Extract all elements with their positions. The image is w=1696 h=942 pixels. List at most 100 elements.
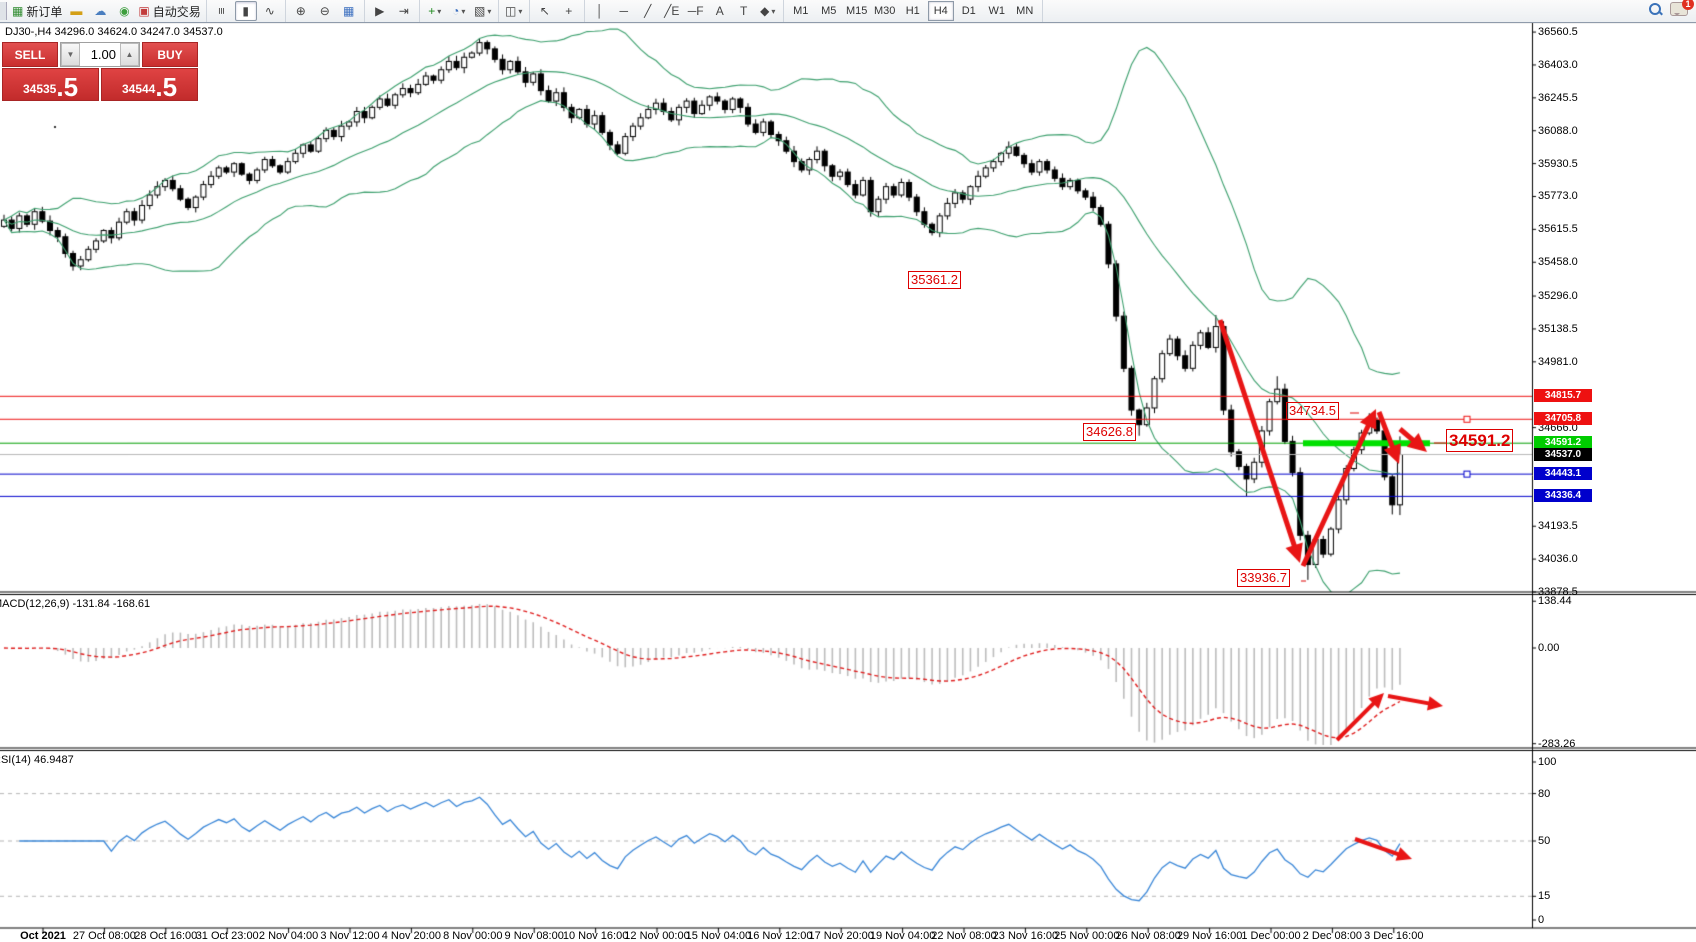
time-axis-label: 2 Nov 04:00 — [258, 930, 319, 942]
gold-icon: ▬ — [70, 4, 83, 18]
chevron-down-icon[interactable]: ▾ — [487, 6, 492, 16]
timeframe-m30[interactable]: M30 — [874, 5, 896, 17]
trendline-button[interactable]: ╱ — [637, 1, 659, 21]
toolbar-group-5: ◫ ▾ — [499, 0, 530, 22]
cursor-button[interactable]: ↖ — [534, 1, 556, 21]
timeframe-w1[interactable]: W1 — [988, 5, 1005, 17]
sell-button[interactable]: SELL — [2, 42, 58, 67]
volume-input[interactable]: 1.00 — [80, 43, 120, 66]
toolbar-group-0: ▦ 新订单 ▬ ☁ ◉ ▣ 自动交易 — [7, 0, 207, 22]
sell-price-box[interactable]: 34535 .5 — [2, 68, 99, 101]
horizontal-line-button[interactable]: ─ — [613, 1, 635, 21]
tile-windows-button[interactable]: ▦ — [338, 1, 360, 21]
arrows-button[interactable]: ◆ ▾ — [757, 1, 779, 21]
rsi-axis-tick: 100 — [1538, 756, 1557, 768]
toolbar-group-1: ≡ ▮ ∿ — [207, 0, 286, 22]
chart-annotation-34734-5[interactable]: 34734.5 — [1286, 402, 1339, 421]
zoom-out-button[interactable]: ⊖ — [314, 1, 336, 21]
timeframe-mn[interactable]: MN — [1016, 5, 1034, 17]
crosshair-button[interactable]: + — [558, 1, 580, 21]
signals-icon: ◉ — [119, 4, 130, 18]
text-label-button[interactable]: T — [733, 1, 755, 21]
time-axis-label: 31 Oct 23:00 — [195, 930, 259, 942]
zoom-in-button[interactable]: ⊕ — [290, 1, 312, 21]
vertical-line-button[interactable]: │ — [589, 1, 611, 21]
symbol-ohlc-header: DJ30-,H4 34296.0 34624.0 34247.0 34537.0 — [5, 26, 223, 38]
periods-button[interactable]: ◔ ▾ — [448, 1, 470, 21]
one-click-trade-panel: SELL ▼ 1.00 ▲ BUY 34535 .5 34544 .5 — [2, 42, 198, 101]
price-axis-tick: 35296.0 — [1538, 290, 1578, 303]
chart-window-button[interactable]: ◫ ▾ — [503, 1, 525, 21]
line-chart-button[interactable]: ∿ — [259, 1, 281, 21]
timeframe-h4[interactable]: H4 — [927, 1, 954, 21]
chevron-down-icon[interactable]: ▾ — [771, 6, 776, 16]
chevron-down-icon[interactable]: ▾ — [518, 6, 523, 16]
price-tag: 34705.8 — [1534, 412, 1592, 426]
price-axis-tick: 35138.5 — [1538, 322, 1578, 335]
time-axis-label: 29 Nov 16:00 — [1176, 930, 1243, 942]
buy-price-box[interactable]: 34544 .5 — [101, 68, 198, 101]
time-axis-label: 9 Nov 08:00 — [504, 930, 564, 942]
signals-button[interactable]: ◉ — [113, 1, 135, 21]
auto-scroll-button[interactable]: ▶ — [369, 1, 391, 21]
chat-icon[interactable]: 1 — [1670, 0, 1694, 16]
time-axis-label: 25 Nov 00:00 — [1054, 930, 1120, 942]
volume-decrease-button[interactable]: ▼ — [61, 43, 80, 66]
text-button[interactable]: A — [709, 1, 731, 21]
chart-annotation-33936-7[interactable]: 33936.7 — [1237, 569, 1290, 588]
chevron-down-icon[interactable]: ▾ — [437, 6, 442, 16]
price-axis-tick: 35930.5 — [1538, 157, 1578, 170]
equidistant-channel-button[interactable]: ╱E — [661, 1, 683, 21]
chevron-down-icon[interactable]: ▾ — [461, 6, 466, 16]
new-order-icon: ▦ — [12, 4, 24, 18]
time-axis-label: 3 Dec 16:00 — [1364, 930, 1424, 942]
timeframe-h1[interactable]: H1 — [905, 5, 920, 17]
time-axis-label: 12 Nov 00:00 — [624, 930, 690, 942]
fibonacci-button[interactable]: ─F — [685, 1, 707, 21]
notification-badge: 1 — [1682, 0, 1694, 10]
community-icon: ☁ — [94, 4, 107, 18]
new-order-button[interactable]: ▦ 新订单 — [11, 1, 63, 21]
gold-button[interactable]: ▬ — [65, 1, 87, 21]
volume-stepper: ▼ 1.00 ▲ — [60, 42, 140, 67]
price-tag: 34815.7 — [1534, 389, 1592, 403]
volume-increase-button[interactable]: ▲ — [120, 43, 139, 66]
auto-trading-button[interactable]: ▣ 自动交易 — [137, 1, 201, 21]
templates-button[interactable]: ▧ ▾ — [472, 1, 494, 21]
main-toolbar: ▦ 新订单 ▬ ☁ ◉ ▣ 自动交易 ≡ ▮ ∿ ⊕ ⊖ ▦ ▶ ⇥ + ▾ ◔ ▾ ▧ ▾ ◫ ▾ ↖ + │ ─ ╱ ╱E ─F A T ◆… — [0, 0, 1696, 23]
price-axis-tick: 35773.0 — [1538, 190, 1578, 203]
indicators-button[interactable]: + ▾ — [424, 1, 446, 21]
bar-chart-button[interactable]: ≡ — [211, 1, 233, 21]
time-axis-label: 10 Nov 16:00 — [562, 930, 629, 942]
time-axis-label: 2 Dec 08:00 — [1302, 930, 1363, 942]
timeframe-group: M1 M5 M15 M30 H1 H4 D1 W1 MN — [784, 0, 1043, 22]
rsi-axis-tick: 15 — [1538, 890, 1551, 903]
chart-annotation-35361-2[interactable]: 35361.2 — [908, 271, 961, 290]
clipped-toolbar-button[interactable] — [0, 2, 7, 20]
candlestick-chart-button[interactable]: ▮ — [234, 1, 257, 21]
text-icon: A — [715, 4, 724, 18]
timeframe-m15[interactable]: M15 — [846, 5, 868, 17]
auto-scroll-icon: ▶ — [375, 4, 385, 18]
chart-annotation-34626-8[interactable]: 34626.8 — [1083, 423, 1136, 442]
chart-shift-button[interactable]: ⇥ — [393, 1, 415, 21]
community-button[interactable]: ☁ — [89, 1, 111, 21]
price-axis-tick: 34981.0 — [1538, 355, 1578, 368]
price-axis-tick: 35615.5 — [1538, 223, 1578, 236]
time-axis-label: 17 Nov 20:00 — [808, 930, 874, 942]
search-icon[interactable] — [1649, 2, 1662, 16]
timeframe-d1[interactable]: D1 — [961, 5, 976, 17]
buy-button[interactable]: BUY — [142, 42, 198, 67]
price-tag: 34336.4 — [1534, 489, 1592, 503]
time-axis-label: 26 Nov 08:00 — [1115, 930, 1181, 942]
macd-axis-tick: 138.44 — [1538, 595, 1572, 608]
rsi-axis-tick: 80 — [1538, 787, 1551, 800]
chart-annotation-34591-2[interactable]: 34591.2 — [1446, 429, 1514, 453]
timeframe-m5[interactable]: M5 — [821, 5, 837, 17]
price-axis-tick: 34036.0 — [1538, 553, 1578, 566]
timeframe-m1[interactable]: M1 — [793, 5, 809, 17]
macd-axis-tick: -283.26 — [1538, 737, 1576, 750]
trendline-icon: ╱ — [644, 4, 652, 18]
line-chart-icon: ∿ — [264, 4, 275, 18]
